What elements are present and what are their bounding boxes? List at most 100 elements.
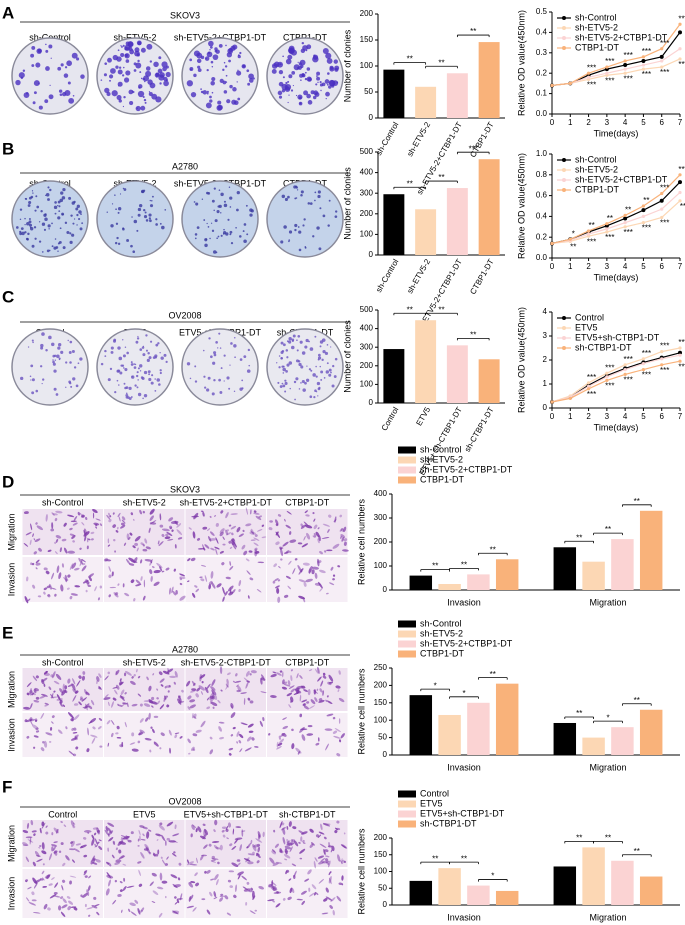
cell: [211, 859, 216, 862]
colony: [224, 65, 228, 68]
cell: [84, 903, 87, 908]
cell: [194, 585, 198, 588]
legend-swatch: [398, 640, 416, 648]
cell: [317, 676, 322, 682]
colony: [20, 376, 24, 381]
cell: [301, 543, 309, 548]
colony: [287, 101, 289, 104]
cell: [51, 832, 54, 836]
cell: [70, 840, 75, 848]
cell: [62, 683, 65, 692]
colony: [68, 97, 75, 104]
cell: [304, 878, 310, 882]
colony: [290, 345, 295, 350]
legend-marker: [562, 16, 566, 20]
cell: [81, 565, 87, 572]
cell: [200, 854, 204, 861]
cell: [338, 670, 341, 675]
cell: [300, 728, 308, 731]
cell: [32, 877, 38, 885]
cell: [232, 828, 235, 835]
cell: [127, 839, 132, 843]
cell: [33, 882, 38, 889]
cell: [55, 535, 62, 539]
colony: [122, 354, 126, 358]
cell: [329, 905, 333, 909]
bar: [467, 574, 490, 590]
cell: [67, 678, 71, 684]
cell: [35, 696, 40, 700]
cell: [315, 531, 320, 537]
cell: [53, 690, 56, 693]
significance-label: ***: [587, 237, 596, 246]
cell: [143, 579, 146, 588]
colony: [288, 94, 290, 96]
cell: [108, 837, 114, 842]
cell: [51, 522, 54, 529]
cell: [51, 512, 55, 516]
cell: [81, 697, 87, 702]
cell: [54, 517, 58, 522]
colony: [316, 76, 320, 81]
colony: [30, 364, 34, 368]
cell: [78, 675, 82, 679]
cell: [115, 847, 118, 851]
colony: [164, 209, 167, 211]
colony: [122, 339, 124, 341]
cell: [328, 674, 334, 682]
cell: [148, 700, 153, 704]
cell: [62, 862, 66, 867]
cell: [213, 829, 216, 833]
cell: [282, 671, 284, 678]
colony: [218, 378, 221, 382]
colony: [145, 334, 148, 337]
cell: [72, 825, 76, 829]
colony: [110, 68, 116, 74]
cell: [196, 687, 201, 692]
cell: [51, 572, 55, 580]
cell: [112, 686, 118, 689]
cell: [272, 900, 275, 903]
bar: [639, 709, 663, 755]
colony: [55, 393, 59, 396]
colony: [31, 378, 35, 382]
colony: [131, 216, 133, 218]
colony: [145, 70, 152, 77]
cell: [307, 724, 313, 728]
cell: [54, 593, 57, 597]
colony: [128, 386, 132, 390]
colony: [297, 65, 302, 70]
cell: [258, 515, 262, 518]
cell: [192, 733, 198, 737]
cell: [173, 851, 176, 854]
cell: [229, 843, 233, 847]
y-axis-label: Relative OD value(450nm): [516, 307, 526, 413]
colony: [57, 200, 61, 204]
colony: [285, 81, 288, 85]
cell: [318, 700, 325, 703]
cell: [231, 540, 235, 544]
cell: [114, 689, 118, 695]
colony: [54, 359, 57, 362]
colony: [125, 59, 130, 63]
cell: [211, 855, 215, 859]
colony: [130, 396, 133, 398]
colony: [57, 66, 62, 71]
colony: [235, 226, 237, 229]
cell: [300, 523, 304, 528]
cell: [120, 694, 125, 702]
legend-swatch: [398, 466, 416, 474]
cell: [275, 903, 281, 908]
colony: [134, 47, 140, 53]
point: [678, 350, 682, 355]
colony: [163, 76, 168, 82]
colony: [69, 240, 73, 245]
legend-swatch: [398, 620, 416, 628]
colony: [57, 204, 59, 207]
colony: [236, 190, 240, 195]
significance-label: ***: [678, 14, 685, 23]
cell: [71, 727, 75, 731]
cell: [56, 565, 60, 573]
significance-label: *: [572, 229, 575, 238]
cell: [33, 833, 36, 836]
